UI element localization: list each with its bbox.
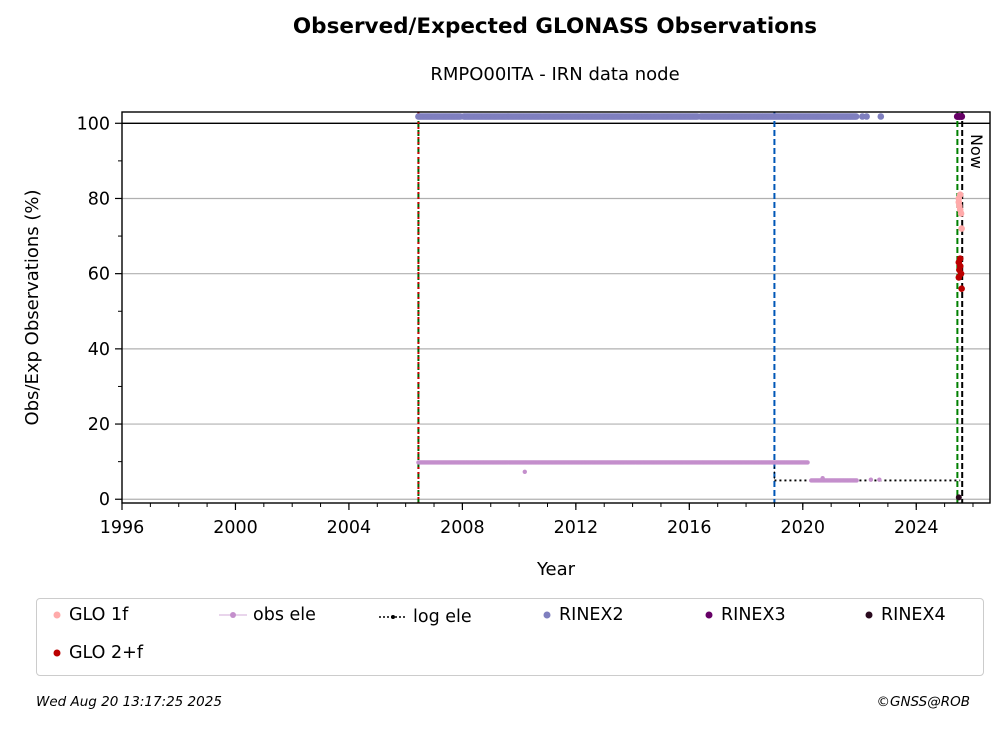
rinex2-point bbox=[877, 113, 885, 120]
legend-marker-obs-ele bbox=[219, 612, 247, 618]
y-tick-label: 40 bbox=[88, 340, 110, 360]
legend-marker-rinex3 bbox=[705, 611, 713, 619]
legend-item-glo-1f: GLO 1f bbox=[51, 605, 128, 625]
chart-subtitle: RMPO00ITA - IRN data node bbox=[430, 64, 680, 85]
x-tick-label: 2008 bbox=[440, 518, 485, 538]
x-tick-label: 1996 bbox=[100, 518, 145, 538]
legend-marker-glo-1f bbox=[53, 611, 61, 619]
y-axis-label: Obs/Exp Observations (%) bbox=[22, 189, 43, 425]
rinex4-point bbox=[955, 494, 962, 501]
legend-label-rinex2: RINEX2 bbox=[559, 605, 624, 625]
legend-item-rinex3: RINEX3 bbox=[703, 605, 786, 625]
glo-2f-point bbox=[956, 255, 964, 262]
legend-item-rinex2: RINEX2 bbox=[541, 605, 624, 625]
rinex2-point bbox=[852, 113, 860, 120]
obs-ele-point bbox=[868, 477, 874, 482]
x-tick-label: 2004 bbox=[327, 518, 372, 538]
legend-item-obs-ele: obs ele bbox=[219, 605, 316, 625]
legend-item-log-ele: log ele bbox=[379, 607, 472, 627]
legend-marker-glo-2f bbox=[53, 649, 61, 657]
footer-timestamp: Wed Aug 20 13:17:25 2025 bbox=[36, 694, 222, 710]
obs-ele-point bbox=[877, 477, 882, 482]
legend-label-log-ele: log ele bbox=[413, 607, 472, 627]
x-tick-label: 2012 bbox=[554, 518, 599, 538]
legend-label-obs-ele: obs ele bbox=[253, 605, 316, 625]
glo-2f-point bbox=[958, 285, 965, 293]
y-tick-label: 80 bbox=[88, 189, 110, 209]
x-tick-label: 2016 bbox=[667, 518, 712, 538]
plot-frame bbox=[121, 111, 991, 504]
rinex3-point bbox=[958, 113, 966, 121]
glo-2f-point bbox=[956, 262, 964, 270]
glo-1f-point bbox=[957, 210, 965, 217]
y-tick-label: 20 bbox=[88, 415, 110, 435]
obs-ele-point bbox=[854, 478, 859, 483]
legend-marker-log-ele bbox=[379, 615, 407, 619]
glo-1f-point bbox=[956, 191, 964, 199]
obs-ele-point bbox=[805, 460, 810, 465]
x-tick-label: 2024 bbox=[894, 518, 939, 538]
chart-title: Observed/Expected GLONASS Observations bbox=[292, 14, 818, 39]
legend-marker-rinex4 bbox=[865, 611, 873, 619]
legend: GLO 1f obs ele log ele RINEX2 RINEX3 RIN… bbox=[36, 598, 984, 676]
x-axis-label: Year bbox=[536, 559, 576, 580]
obs-ele-point bbox=[522, 469, 527, 474]
legend-label-rinex4: RINEX4 bbox=[881, 605, 946, 625]
legend-label-rinex3: RINEX3 bbox=[721, 605, 786, 625]
glo-1f-point bbox=[958, 225, 965, 232]
legend-label-glo-1f: GLO 1f bbox=[69, 605, 129, 625]
legend-item-rinex4: RINEX4 bbox=[863, 605, 946, 625]
y-tick-label: 0 bbox=[99, 490, 110, 510]
y-tick-label: 60 bbox=[88, 265, 110, 285]
legend-item-glo-2f: GLO 2+f bbox=[51, 643, 143, 663]
footer-credit: ©GNSS@ROB bbox=[876, 694, 971, 710]
chart-plot: 1996 2000 2004 2008 2012 2016 2020 2024 0 20 40 60 8… bbox=[22, 111, 991, 580]
x-tick-label: 2000 bbox=[213, 518, 258, 538]
y-tick-label: 100 bbox=[77, 114, 110, 134]
rinex2-point bbox=[863, 113, 870, 120]
x-tick-label: 2020 bbox=[781, 518, 826, 538]
obs-ele-point bbox=[820, 475, 825, 481]
legend-label-glo-2f: GLO 2+f bbox=[69, 643, 143, 663]
now-label: Now bbox=[967, 134, 986, 169]
legend-marker-rinex2 bbox=[543, 611, 551, 619]
glo-2f-point bbox=[955, 274, 963, 281]
